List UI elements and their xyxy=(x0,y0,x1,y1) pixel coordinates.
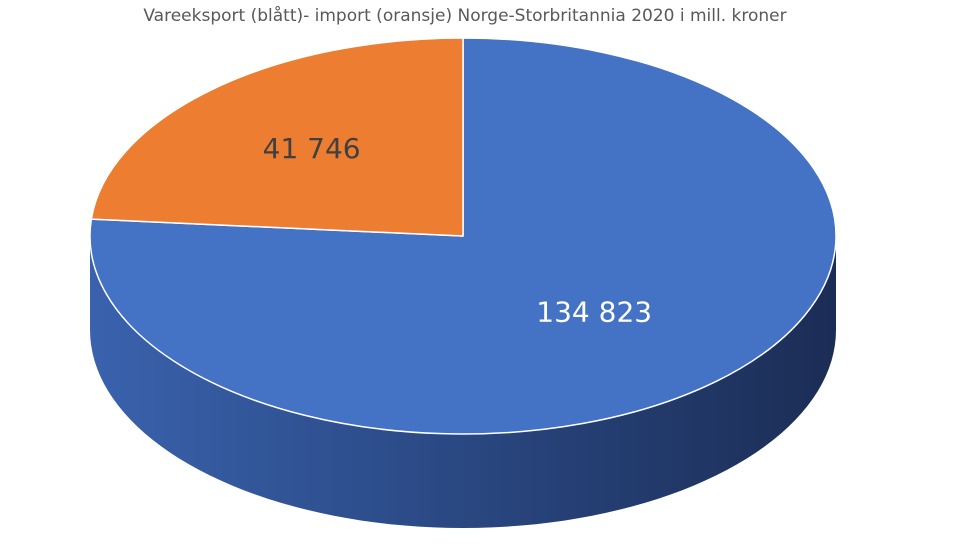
pie-data-labels: 134 823 41 746 xyxy=(263,132,652,328)
pie-slice-import xyxy=(90,37,464,237)
data-label-export: 134 823 xyxy=(536,295,652,328)
data-label-import: 41 746 xyxy=(263,132,361,165)
pie-side-wall xyxy=(90,236,836,528)
pie-side-wall-export xyxy=(90,236,836,528)
chart-title: Vareeksport (blått)- import (oransje) No… xyxy=(143,6,787,26)
pie-top-face xyxy=(89,37,837,435)
pie-slice-export xyxy=(89,37,837,435)
